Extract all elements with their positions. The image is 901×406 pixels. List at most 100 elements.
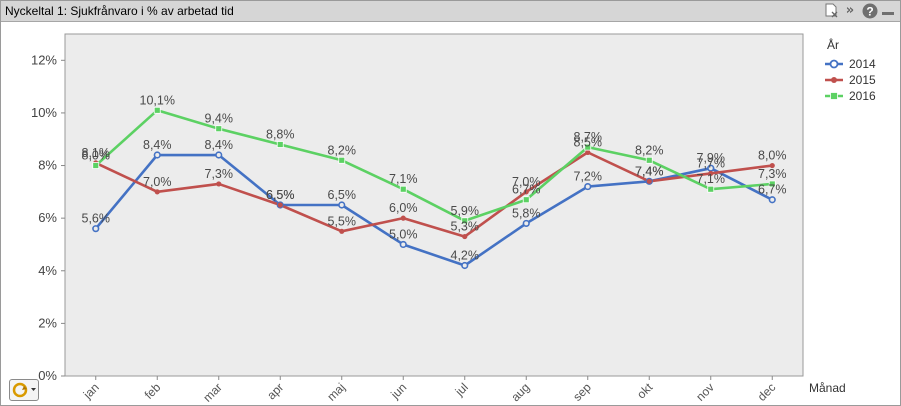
data-label-2016: 8,2% xyxy=(328,143,357,157)
legend-marker xyxy=(830,92,838,100)
data-label-2016: 10,1% xyxy=(140,93,175,107)
data-point-2014[interactable] xyxy=(92,225,100,233)
series-markers xyxy=(92,106,776,270)
x-tick-label: sep xyxy=(570,380,594,404)
data-label-2016: 8,0% xyxy=(82,149,111,163)
data-point-2014[interactable] xyxy=(522,219,530,228)
series-line-2015 xyxy=(95,151,773,238)
data-label-2015: 7,3% xyxy=(205,167,234,181)
data-point-2016[interactable] xyxy=(153,106,161,114)
x-tick-label: maj xyxy=(324,380,348,404)
data-point-2016[interactable] xyxy=(215,125,223,133)
x-tick-label: apr xyxy=(264,380,286,402)
data-label-2015: 7,7% xyxy=(697,156,726,170)
data-label-2014: 4,2% xyxy=(451,249,480,263)
data-point-2014[interactable] xyxy=(461,261,469,270)
data-point-2016[interactable] xyxy=(707,185,715,193)
data-point-2015[interactable] xyxy=(462,233,468,240)
data-label-2016: 7,3% xyxy=(758,167,787,181)
data-point-2016[interactable] xyxy=(276,141,284,148)
y-tick-label: 6% xyxy=(38,210,57,225)
cycle-dimension-button[interactable] xyxy=(9,379,39,401)
data-label-2015: 7,0% xyxy=(512,175,541,189)
line-chart: 0% 2% 4% 6% 8% 10% 12% jan feb mar apr maj jun jul au… xyxy=(31,33,876,405)
series-line-2016 xyxy=(94,108,773,223)
data-point-2015[interactable] xyxy=(769,162,775,169)
data-point-2016[interactable] xyxy=(399,185,407,193)
legend-title: År xyxy=(827,37,839,52)
clear-selection-icon[interactable] xyxy=(823,3,839,19)
x-tick-label: aug xyxy=(508,380,532,404)
data-point-2016[interactable] xyxy=(584,143,592,151)
data-label-2016: 6,7% xyxy=(512,183,541,197)
data-label-2015: 7,4% xyxy=(635,164,664,178)
y-tick-label: 2% xyxy=(38,315,57,330)
x-tick-label: feb xyxy=(142,380,164,402)
data-label-2016: 5,9% xyxy=(451,204,480,218)
y-tick-label: 0% xyxy=(38,368,57,383)
x-tick-label: mar xyxy=(200,380,225,405)
data-label-2015: 7,0% xyxy=(143,175,172,189)
data-point-2016[interactable] xyxy=(522,196,530,204)
data-point-2016[interactable] xyxy=(768,180,776,188)
data-label-2014: 7,9% xyxy=(697,151,726,165)
x-axis-label: Månad xyxy=(809,381,846,395)
data-label-2014: 6,7% xyxy=(758,183,787,197)
data-label-2016: 7,1% xyxy=(389,172,418,186)
data-point-2015[interactable] xyxy=(339,228,345,234)
x-tick-label: jan xyxy=(80,380,102,402)
help-icon[interactable]: ? xyxy=(862,3,878,19)
y-axis: 0% 2% 4% 6% 8% 10% 12% xyxy=(31,52,65,383)
legend: År 2014 2015 2016 xyxy=(825,37,876,103)
legend-label-2014[interactable]: 2014 xyxy=(849,57,876,71)
x-axis: jan feb mar apr maj jun jul aug sep okt nov dec xyxy=(80,376,778,405)
data-point-2015[interactable] xyxy=(585,149,591,155)
fast-forward-icon[interactable]: » xyxy=(845,3,855,18)
data-label-2015: 5,5% xyxy=(328,214,357,228)
data-point-2014[interactable] xyxy=(153,151,161,159)
y-tick-label: 8% xyxy=(38,158,57,173)
data-point-2015[interactable] xyxy=(708,170,714,177)
data-point-2016[interactable] xyxy=(92,162,100,169)
x-tick-label: nov xyxy=(693,380,717,404)
data-point-2015[interactable] xyxy=(400,215,406,221)
data-point-2014[interactable] xyxy=(338,201,346,209)
data-label-2015: 8,5% xyxy=(574,135,603,149)
x-tick-label: jul xyxy=(452,380,471,399)
data-point-2015[interactable] xyxy=(277,202,283,208)
series-lines xyxy=(94,108,773,267)
y-tick-label: 10% xyxy=(31,105,57,120)
minimize-icon[interactable] xyxy=(881,3,895,19)
data-label-2014: 5,0% xyxy=(389,227,418,241)
y-tick-label: 12% xyxy=(31,52,57,67)
legend-label-2016[interactable]: 2016 xyxy=(849,89,876,103)
data-point-2014[interactable] xyxy=(215,151,223,159)
data-label-2015: 5,3% xyxy=(451,220,480,234)
data-label-2014: 8,4% xyxy=(143,138,172,152)
data-label-2014: 8,4% xyxy=(205,138,234,152)
data-point-2015[interactable] xyxy=(216,181,222,187)
x-tick-label: dec xyxy=(755,380,779,404)
data-point-2015[interactable] xyxy=(646,178,652,184)
data-label-2016: 9,4% xyxy=(205,112,234,126)
data-label-2016: 8,7% xyxy=(574,130,603,144)
data-label-2014: 6,5% xyxy=(266,188,295,202)
data-point-2015[interactable] xyxy=(523,189,529,195)
data-point-2014[interactable] xyxy=(399,240,407,249)
data-point-2014[interactable] xyxy=(584,182,592,191)
data-label-2014: 5,8% xyxy=(512,206,541,220)
data-point-2014[interactable] xyxy=(768,196,776,204)
data-point-2016[interactable] xyxy=(645,156,653,164)
data-label-2014: 5,6% xyxy=(82,212,111,226)
legend-label-2015[interactable]: 2015 xyxy=(849,73,876,87)
data-label-2014: 6,5% xyxy=(328,188,357,202)
data-label-2014: 7,4% xyxy=(635,164,664,178)
data-label-2015: 6,5% xyxy=(266,188,295,202)
data-point-2016[interactable] xyxy=(338,156,346,164)
data-point-2015[interactable] xyxy=(154,189,160,195)
data-point-2016[interactable] xyxy=(461,217,469,225)
data-labels: 5,6% 8,4% 8,4% 6,5% 6,5% 5,0% 4,2% 5,8% 7,2% 7,4%… xyxy=(82,93,787,262)
data-label-2016: 7,1% xyxy=(697,172,726,186)
window-title: Nyckeltal 1: Sjukfrånvaro i % av arbetad… xyxy=(5,4,234,18)
cycle-icon xyxy=(12,382,36,398)
